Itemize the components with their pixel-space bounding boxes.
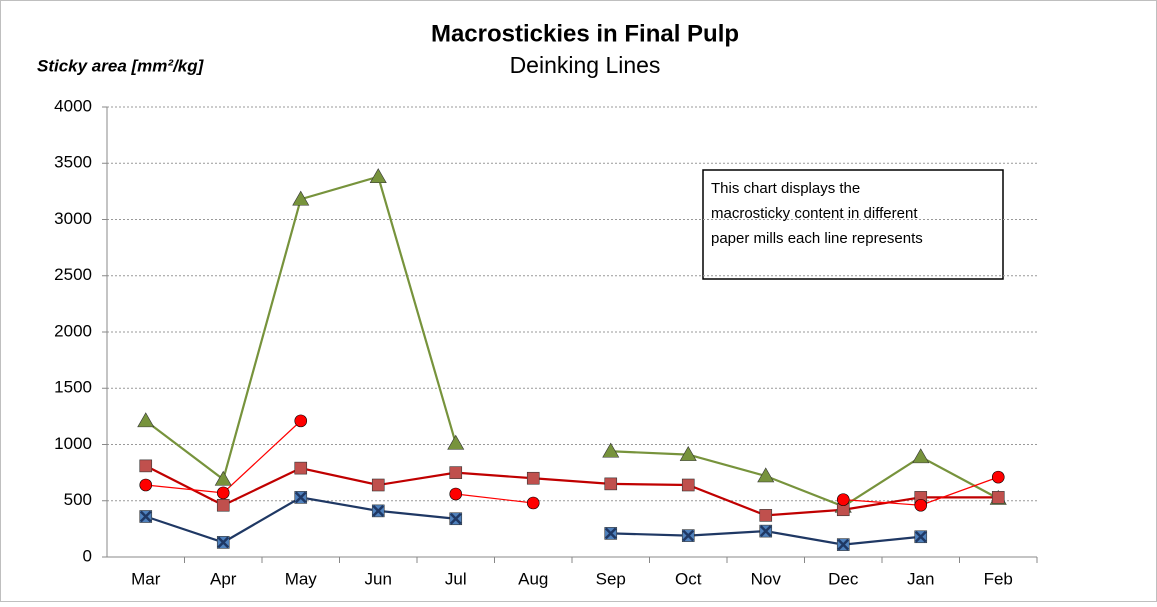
series-line [145,464,999,517]
x-tick-label: Aug [518,569,548,588]
annotation-text: paper mills each line represents [711,230,923,247]
y-tick-label: 2000 [54,321,92,340]
x-tick-label: Feb [984,569,1013,588]
marker-cross [139,510,152,523]
x-tick-label: Jan [907,569,934,588]
marker [602,442,620,458]
marker [757,467,775,483]
annotation-box [702,169,1004,280]
marker [604,477,618,491]
marker [292,190,310,206]
marker [991,470,1005,484]
y-tick-label: 3500 [54,153,92,172]
marker [216,498,230,512]
marker [914,498,928,512]
marker [681,478,695,492]
x-tick-label: Nov [751,569,782,588]
x-tick-label: Dec [828,569,859,588]
marker [449,487,463,501]
chart-subtitle: Deinking Lines [510,52,661,78]
marker-cross [217,536,230,549]
marker-cross [372,504,385,517]
marker-cross [759,525,772,538]
y-tick-label: 2500 [54,265,92,284]
x-tick-label: Sep [596,569,626,588]
marker-cross [604,527,617,540]
marker-cross [914,530,927,543]
x-tick-label: Oct [675,569,702,588]
y-tick-label: 4000 [54,96,92,115]
marker [836,493,850,506]
annotation-text: This chart displays the [711,180,860,197]
marker-cross [682,529,695,542]
marker [447,434,465,450]
marker-cross [449,512,462,525]
x-tick-label: Mar [131,569,161,588]
x-tick-label: Jul [445,569,467,588]
marker [759,509,773,522]
marker [294,414,308,428]
chart-title: Macrostickies in Final Pulp [431,20,739,47]
marker [214,470,232,486]
marker [369,168,387,184]
marker [139,459,153,473]
y-tick-label: 1000 [54,434,92,453]
marker [216,486,230,500]
marker-cross [837,538,850,551]
marker [991,491,1005,504]
marker [449,466,463,479]
marker [371,478,385,492]
y-tick-label: 0 [83,546,92,565]
marker [912,448,930,464]
annotation-text: macrosticky content in different [711,205,918,222]
x-tick-label: Jun [365,569,392,588]
marker [526,471,540,485]
marker [137,412,155,428]
x-tick-label: Apr [210,569,237,588]
marker [526,496,540,510]
y-tick-label: 3000 [54,209,92,228]
marker [679,446,697,461]
y-axis-title: Sticky area [mm²/kg] [37,56,205,75]
marker [294,461,308,475]
marker [139,478,153,492]
x-tick-label: May [285,569,318,588]
marker-cross [294,491,307,504]
y-tick-label: 500 [64,490,92,509]
y-tick-label: 1500 [54,378,92,397]
